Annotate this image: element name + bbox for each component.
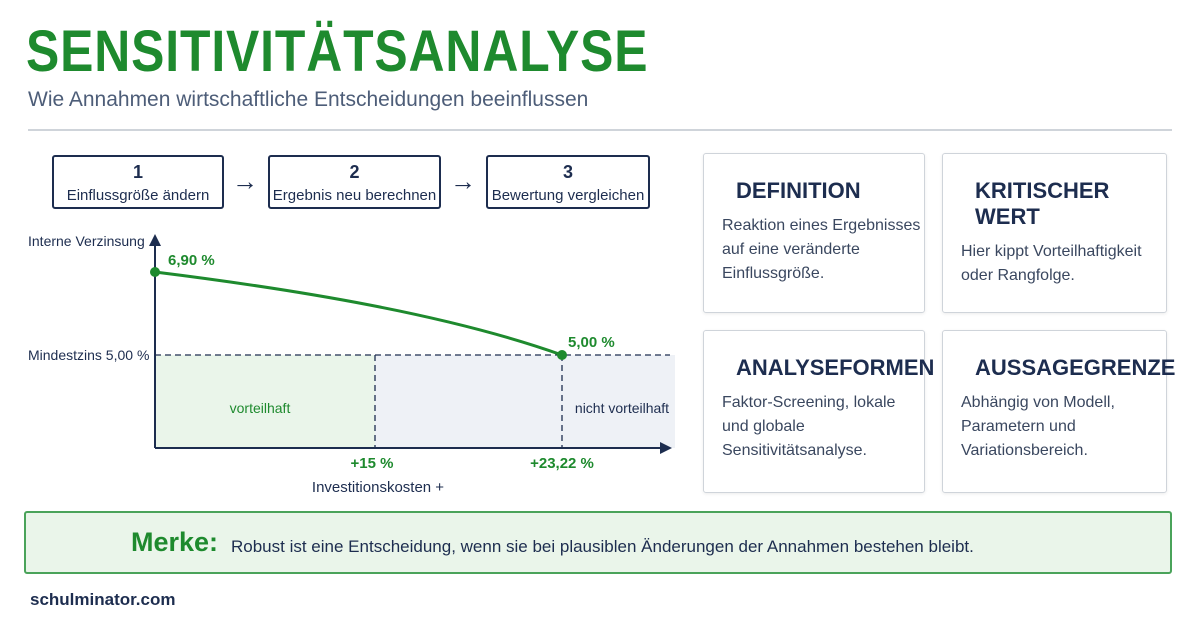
chart: Interne Verzinsung 6,90 % 5,00 % Mindest… xyxy=(28,233,675,496)
card-text: Variationsbereich. xyxy=(961,442,1088,459)
card: AUSSAGEGRENZE Abhängig von Modell, Paramet… xyxy=(942,330,1176,493)
point xyxy=(557,350,567,360)
card: DEFINITION Reaktion eines Ergebnisses auf … xyxy=(703,153,925,313)
step: 1 Einflussgröße ändern xyxy=(52,155,224,209)
y-axis-arrow xyxy=(149,234,161,246)
point-label: 5,00 % xyxy=(568,334,615,351)
threshold-label: Mindestzins 5,00 % xyxy=(28,347,149,363)
card-text: Sensitivitätsanalyse. xyxy=(722,442,867,459)
step-number: 3 xyxy=(562,162,573,182)
step-label: Ergebnis neu berechnen xyxy=(272,187,437,204)
card-text: Faktor-Screening, lokale xyxy=(722,394,896,411)
card-text: Einflussgröße. xyxy=(722,265,825,282)
card-title: ANALYSEFORMEN xyxy=(736,355,935,380)
note-box: Merke: Robust ist eine Entscheidung, wen… xyxy=(24,511,1172,574)
step-number: 2 xyxy=(349,162,360,182)
point xyxy=(150,267,160,277)
note-label: Merke: xyxy=(131,527,219,557)
card-title: KRITISCHER WERT xyxy=(975,178,1110,229)
step-number: 1 xyxy=(132,162,143,182)
arrow: → xyxy=(232,166,258,196)
zone-good xyxy=(155,355,375,448)
card-text: auf eine veränderte xyxy=(722,241,860,258)
card-text: oder Rangfolge. xyxy=(961,267,1075,284)
y-label: Interne Verzinsung xyxy=(28,233,145,249)
x-tick-label: +23,22 % xyxy=(530,455,594,472)
card-text: Hier kippt Vorteilhaftigkeit xyxy=(961,243,1142,260)
step: 2 Ergebnis neu berechnen xyxy=(268,155,441,209)
x-axis-arrow xyxy=(660,442,672,454)
curve xyxy=(154,270,563,357)
subtitle: Wie Annahmen wirtschaftliche Entscheidun… xyxy=(28,88,589,111)
card-text: Parametern und xyxy=(961,418,1076,435)
zone-label: vorteilhaft xyxy=(230,400,291,416)
step: 3 Bewertung vergleichen xyxy=(486,155,650,209)
x-tick-label: +15 % xyxy=(351,455,394,472)
arrow: → xyxy=(450,166,476,196)
note-text: Robust ist eine Entscheidung, wenn sie b… xyxy=(231,537,974,556)
point-label: 6,90 % xyxy=(168,252,215,269)
card-title: AUSSAGEGRENZE xyxy=(975,355,1176,380)
card-text: und globale xyxy=(722,418,805,435)
zone-label: nicht vorteilhaft xyxy=(575,400,669,416)
brand: schulminator.com xyxy=(30,590,176,609)
divider xyxy=(28,129,1172,131)
x-label: Investitionskosten + xyxy=(312,479,444,496)
card-text: Abhängig von Modell, xyxy=(961,394,1115,411)
zone-bad xyxy=(375,355,675,448)
step-label: Bewertung vergleichen xyxy=(491,187,645,204)
title: SENSITIVITÄTSANALYSE xyxy=(26,19,649,84)
step-label: Einflussgröße ändern xyxy=(66,187,210,204)
card: ANALYSEFORMEN Faktor-Screening, lokale und… xyxy=(703,330,935,493)
card: KRITISCHER WERT Hier kippt Vorteilhaftigk… xyxy=(942,153,1167,313)
card-title: DEFINITION xyxy=(736,178,861,203)
card-text: Reaktion eines Ergebnisses xyxy=(722,217,921,234)
